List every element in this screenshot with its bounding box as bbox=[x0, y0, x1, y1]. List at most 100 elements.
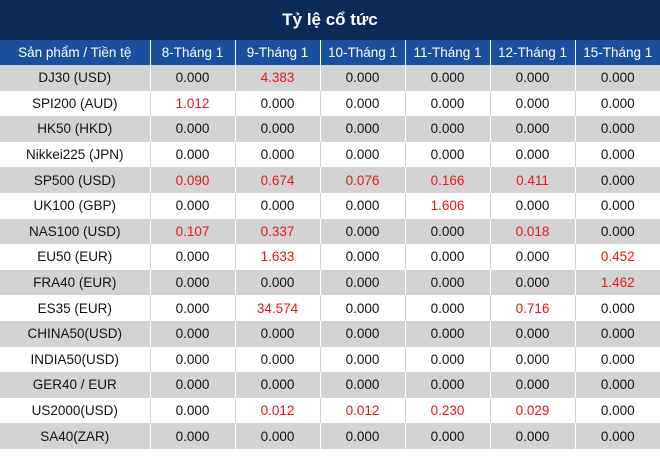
dividend-value: 0.000 bbox=[404, 269, 490, 296]
dividend-value: 0.000 bbox=[149, 320, 235, 347]
dividend-value: 0.000 bbox=[404, 372, 490, 398]
column-header-date: 9-Tháng 1 bbox=[234, 40, 320, 65]
table-row: INDIA50(USD) 0.000 0.000 0.000 0.000 0.000 0.0… bbox=[0, 346, 660, 373]
dividend-value: 0.000 bbox=[404, 423, 490, 449]
table-row: NAS100 (USD) 0.107 0.337 0.000 0.000 0.018 0.0… bbox=[0, 218, 660, 245]
column-header-date: 10-Tháng 1 bbox=[319, 40, 405, 65]
table-row: GER40 / EUR 0.000 0.000 0.000 0.000 0.000 0.00… bbox=[0, 372, 660, 398]
dividend-value: 0.000 bbox=[574, 397, 660, 424]
dividend-value: 1.606 bbox=[404, 192, 490, 219]
dividend-value: 0.000 bbox=[489, 423, 575, 449]
dividend-value: 0.000 bbox=[319, 244, 405, 270]
dividend-value: 0.000 bbox=[574, 141, 660, 168]
dividend-value: 0.000 bbox=[234, 90, 320, 117]
dividend-value: 0.012 bbox=[234, 397, 320, 424]
dividend-value: 0.000 bbox=[234, 372, 320, 398]
dividend-value: 0.000 bbox=[574, 167, 660, 193]
product-name: GER40 / EUR bbox=[0, 372, 150, 398]
dividend-value: 0.000 bbox=[404, 346, 490, 373]
dividend-value: 0.000 bbox=[319, 141, 405, 168]
product-name: DJ30 (USD) bbox=[0, 65, 150, 91]
dividend-value: 0.000 bbox=[489, 320, 575, 347]
dividend-value: 0.000 bbox=[574, 116, 660, 142]
dividend-value: 0.000 bbox=[149, 116, 235, 142]
dividend-value: 0.000 bbox=[234, 346, 320, 373]
dividend-value: 0.000 bbox=[319, 192, 405, 219]
dividend-value: 0.000 bbox=[319, 295, 405, 321]
product-name: EU50 (EUR) bbox=[0, 244, 150, 270]
dividend-value: 0.000 bbox=[574, 346, 660, 373]
table-row: UK100 (GBP) 0.000 0.000 0.000 1.606 0.000 0.00… bbox=[0, 192, 660, 219]
dividend-value: 0.000 bbox=[489, 372, 575, 398]
product-name: UK100 (GBP) bbox=[0, 192, 150, 219]
product-name: NAS100 (USD) bbox=[0, 218, 150, 245]
dividend-value: 0.000 bbox=[404, 141, 490, 168]
dividend-value: 0.000 bbox=[489, 65, 575, 91]
dividend-value: 0.018 bbox=[489, 218, 575, 245]
table-row: US2000(USD) 0.000 0.012 0.012 0.230 0.029 0.00… bbox=[0, 397, 660, 424]
dividend-value: 0.000 bbox=[489, 116, 575, 142]
dividend-value: 0.000 bbox=[404, 218, 490, 245]
column-header-product: Sản phẩm / Tiền tệ bbox=[0, 40, 150, 65]
dividend-value: 0.000 bbox=[149, 192, 235, 219]
product-name: SPI200 (AUD) bbox=[0, 90, 150, 117]
dividend-value: 0.000 bbox=[404, 295, 490, 321]
table-row: ES35 (EUR) 0.000 34.574 0.000 0.000 0.716 0.00… bbox=[0, 295, 660, 321]
dividend-value: 0.000 bbox=[489, 192, 575, 219]
dividend-value: 0.000 bbox=[149, 423, 235, 449]
dividend-value: 0.090 bbox=[149, 167, 235, 193]
product-name: HK50 (HKD) bbox=[0, 116, 150, 142]
column-header-date: 15-Tháng 1 bbox=[574, 40, 660, 65]
dividend-value: 0.000 bbox=[149, 346, 235, 373]
dividend-value: 0.000 bbox=[234, 320, 320, 347]
header-row: Sản phẩm / Tiền tệ 8-Tháng 1 9-Tháng 1 1… bbox=[0, 40, 660, 65]
dividend-value: 0.029 bbox=[489, 397, 575, 424]
table-body: DJ30 (USD) 0.000 4.383 0.000 0.000 0.000 0.000… bbox=[0, 65, 660, 449]
column-header-date: 12-Tháng 1 bbox=[489, 40, 575, 65]
table-row: FRA40 (EUR) 0.000 0.000 0.000 0.000 0.000 1.46… bbox=[0, 269, 660, 296]
product-name: SP500 (USD) bbox=[0, 167, 150, 193]
product-name: Nikkei225 (JPN) bbox=[0, 141, 150, 168]
dividend-value: 0.000 bbox=[574, 65, 660, 91]
dividend-value: 1.462 bbox=[574, 269, 660, 296]
dividend-value: 0.000 bbox=[234, 116, 320, 142]
dividend-value: 0.337 bbox=[234, 218, 320, 245]
dividend-value: 0.000 bbox=[404, 320, 490, 347]
dividend-value: 0.674 bbox=[234, 167, 320, 193]
dividend-value: 0.000 bbox=[149, 372, 235, 398]
dividend-value: 0.411 bbox=[489, 167, 575, 193]
dividend-value: 0.000 bbox=[404, 90, 490, 117]
dividend-value: 0.716 bbox=[489, 295, 575, 321]
dividend-value: 0.000 bbox=[319, 372, 405, 398]
product-name: ES35 (EUR) bbox=[0, 295, 150, 321]
dividend-value: 1.633 bbox=[234, 244, 320, 270]
table-row: DJ30 (USD) 0.000 4.383 0.000 0.000 0.000 0.000 bbox=[0, 65, 660, 91]
dividend-value: 0.076 bbox=[319, 167, 405, 193]
dividend-value: 0.107 bbox=[149, 218, 235, 245]
table-row: HK50 (HKD) 0.000 0.000 0.000 0.000 0.000 0.000 bbox=[0, 116, 660, 142]
dividend-value: 0.230 bbox=[404, 397, 490, 424]
dividend-value: 0.000 bbox=[574, 90, 660, 117]
table-title: Tỷ lệ cổ tức bbox=[0, 0, 660, 40]
column-header-date: 11-Tháng 1 bbox=[404, 40, 490, 65]
dividend-value: 1.012 bbox=[149, 90, 235, 117]
dividend-value: 0.000 bbox=[319, 423, 405, 449]
dividend-value: 4.383 bbox=[234, 65, 320, 91]
dividend-value: 0.000 bbox=[234, 423, 320, 449]
dividend-value: 0.000 bbox=[574, 218, 660, 245]
dividend-value: 0.000 bbox=[149, 295, 235, 321]
dividend-value: 0.452 bbox=[574, 244, 660, 270]
dividend-value: 0.000 bbox=[574, 423, 660, 449]
dividend-value: 0.000 bbox=[489, 141, 575, 168]
table-row: SP500 (USD) 0.090 0.674 0.076 0.166 0.411 0.00… bbox=[0, 167, 660, 193]
table-row: CHINA50(USD) 0.000 0.000 0.000 0.000 0.000 0.0… bbox=[0, 320, 660, 347]
dividend-value: 0.000 bbox=[489, 269, 575, 296]
table-row: EU50 (EUR) 0.000 1.633 0.000 0.000 0.000 0.452 bbox=[0, 244, 660, 270]
dividend-value: 0.000 bbox=[319, 269, 405, 296]
dividend-value: 0.000 bbox=[574, 372, 660, 398]
dividend-value: 0.000 bbox=[234, 192, 320, 219]
product-name: CHINA50(USD) bbox=[0, 320, 150, 347]
dividend-value: 0.000 bbox=[234, 269, 320, 296]
column-header-date: 8-Tháng 1 bbox=[149, 40, 235, 65]
